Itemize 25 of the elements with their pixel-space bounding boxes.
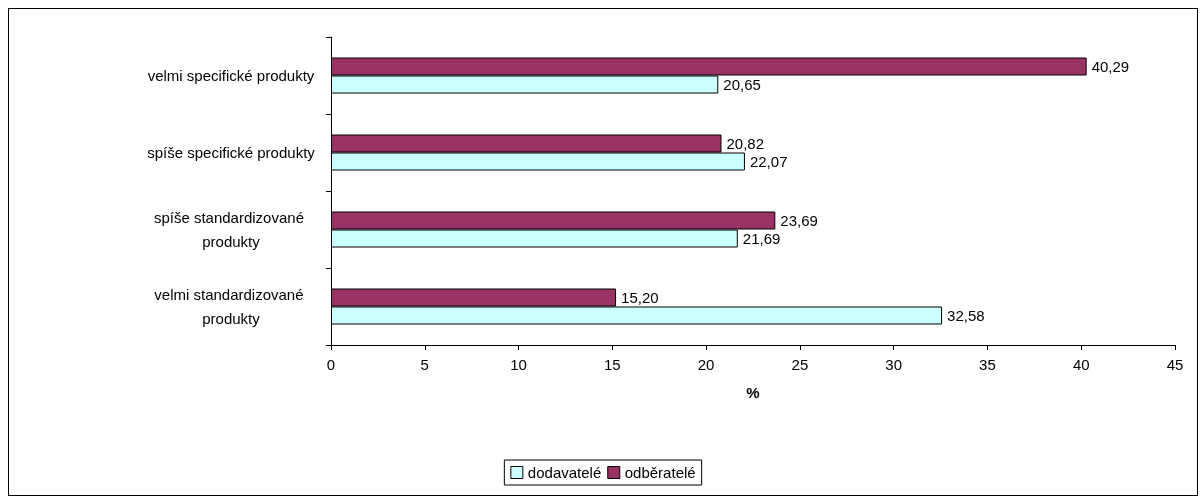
data-label: 32,58	[947, 307, 985, 324]
x-tick-label: 25	[791, 356, 809, 373]
data-label: 20,82	[726, 135, 765, 152]
x-tick-label: 45	[1166, 356, 1184, 373]
x-tick-label: 35	[979, 356, 996, 373]
data-label: 21,69	[742, 230, 781, 247]
x-tick-label: 10	[510, 356, 527, 373]
y-tick-label: velmi specifické produkty	[147, 67, 315, 84]
x-tick-label: 5	[420, 356, 429, 373]
data-label: 20,65	[723, 76, 761, 93]
x-tick-label: 15	[603, 356, 621, 373]
y-tick-label: spíše specifické produkty	[147, 144, 316, 161]
data-label: 40,29	[1091, 58, 1130, 75]
x-axis-title: %	[746, 384, 760, 401]
legend-label: dodavatelé	[527, 464, 602, 481]
y-tick-label: spíše standardizované produkty	[153, 209, 309, 250]
data-label: 23,69	[780, 212, 818, 229]
data-label: 22,07	[749, 153, 788, 170]
x-tick-label: 40	[1072, 356, 1090, 373]
x-tick-label: 0	[326, 356, 336, 373]
x-tick-label: 30	[885, 356, 903, 373]
y-tick-label: velmi standardizované produkty	[154, 286, 308, 327]
legend-label: odběratelé	[624, 464, 696, 481]
data-label: 15,20	[621, 289, 659, 306]
x-tick-label: 20	[697, 356, 715, 373]
